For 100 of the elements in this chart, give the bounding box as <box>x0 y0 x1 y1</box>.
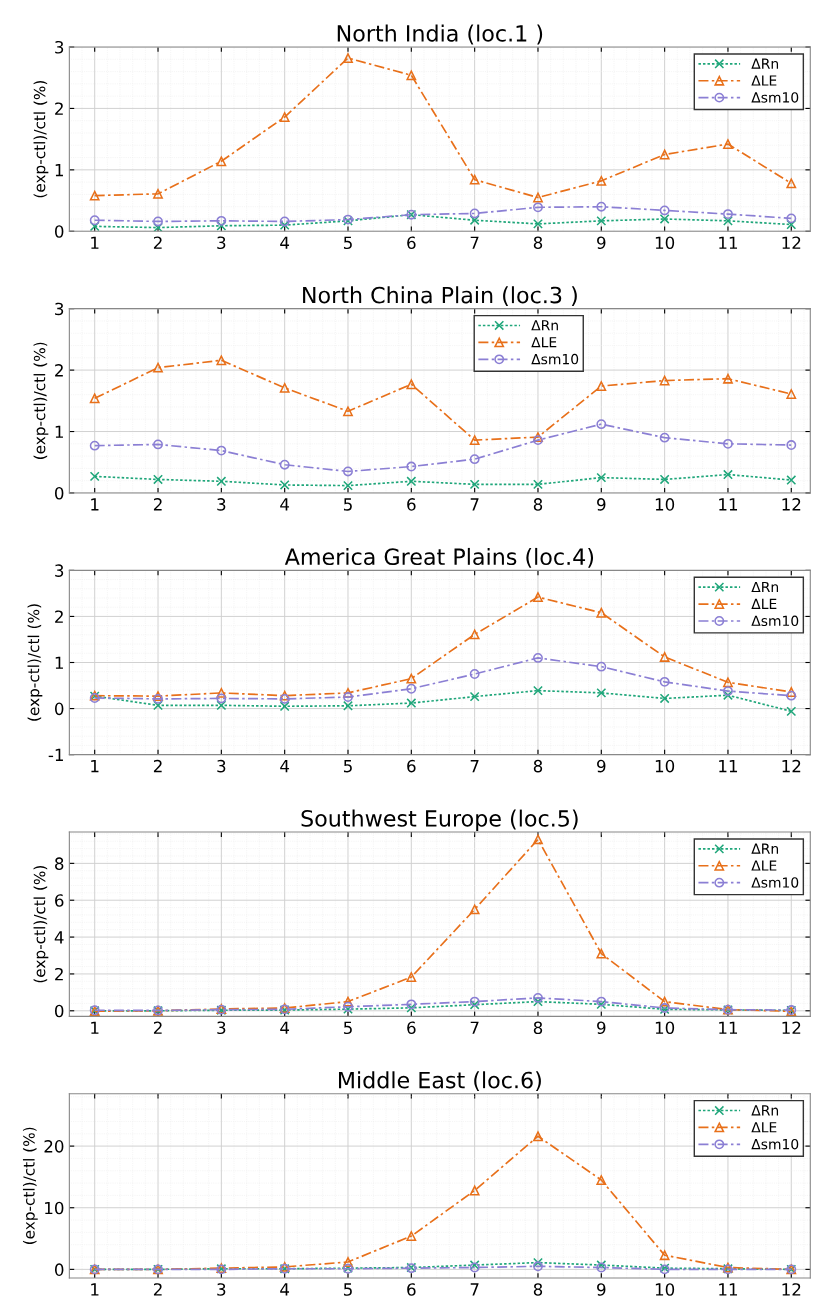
point <box>596 472 607 483</box>
x-tick-label: 9 <box>597 759 606 773</box>
point <box>659 693 670 704</box>
x-tick-label: 3 <box>217 759 226 773</box>
point <box>279 216 290 227</box>
x-tick-label: 2 <box>153 498 162 511</box>
point <box>469 691 480 702</box>
point <box>343 692 353 702</box>
point <box>533 1261 543 1272</box>
point <box>153 474 163 485</box>
point <box>469 629 480 640</box>
y-tick-label: 8 <box>55 857 64 870</box>
point <box>659 1250 670 1261</box>
x-tick-label: 11 <box>719 498 738 511</box>
x-tick-label: 2 <box>153 759 162 773</box>
point <box>216 687 227 698</box>
point <box>406 70 417 81</box>
point <box>723 469 733 480</box>
point <box>723 686 733 696</box>
legend-label: Δsm10 <box>531 353 579 365</box>
point <box>533 1257 543 1268</box>
x-tick-label: 4 <box>280 760 290 773</box>
point <box>723 215 733 226</box>
y-tick-label: 2 <box>55 610 63 623</box>
point <box>216 693 227 704</box>
y-tick-label: 1 <box>55 425 63 438</box>
x-tick-label: 12 <box>782 759 801 773</box>
legend-label: ΔRn <box>751 1105 779 1116</box>
y-tick-label: 0 <box>54 1263 64 1276</box>
x-tick-label: 10 <box>655 236 675 250</box>
point <box>659 205 670 216</box>
y-tick-label: 4 <box>54 931 64 944</box>
point <box>659 375 670 386</box>
point <box>279 112 290 122</box>
x-tick-label: 6 <box>407 236 416 250</box>
point <box>343 996 353 1007</box>
point <box>659 474 670 485</box>
legend-label: ΔLE <box>751 1122 777 1133</box>
point <box>406 1231 417 1242</box>
x-tick-label: 5 <box>343 236 352 250</box>
y-tick-label: 2 <box>55 967 63 981</box>
point <box>533 479 543 490</box>
legend-label: ΔLE <box>751 75 777 86</box>
point <box>279 459 290 470</box>
x-tick-label: 2 <box>153 236 162 249</box>
point <box>659 676 670 687</box>
x-tick-label: 7 <box>470 236 479 249</box>
point <box>533 592 543 603</box>
x-tick-label: 6 <box>407 498 416 511</box>
legend-label: ΔRn <box>531 320 558 331</box>
y-tick-label: 0 <box>54 1004 64 1018</box>
point <box>786 389 797 399</box>
point <box>596 1175 607 1185</box>
y-tick-label: 0 <box>54 486 64 500</box>
x-tick-label: 8 <box>533 498 543 511</box>
point <box>469 435 480 446</box>
point <box>89 393 100 404</box>
point <box>406 683 417 694</box>
x-tick-label: 12 <box>782 236 801 249</box>
point <box>406 972 417 982</box>
legend-label: ΔRn <box>751 843 779 854</box>
x-tick-label: 9 <box>597 498 606 511</box>
point <box>596 175 607 186</box>
y-tick-label: 0 <box>54 225 64 238</box>
y-tick-label: 2 <box>55 102 63 115</box>
point <box>533 432 543 442</box>
x-tick-label: 3 <box>217 1283 226 1296</box>
point <box>659 996 670 1007</box>
point <box>723 373 733 384</box>
x-tick-label: 11 <box>719 1283 738 1296</box>
point <box>533 685 543 696</box>
y-tick-label: 1 <box>55 656 63 669</box>
point <box>469 208 480 219</box>
legend-label: ΔRn <box>751 58 779 69</box>
x-tick-label: 1 <box>91 1283 99 1296</box>
point <box>723 677 733 688</box>
point <box>89 471 100 482</box>
point <box>533 834 543 845</box>
point <box>596 201 607 212</box>
x-tick-label: 7 <box>470 760 479 773</box>
point <box>469 174 480 185</box>
point <box>596 687 607 698</box>
point <box>596 215 607 226</box>
y-tick-label: 3 <box>55 564 64 577</box>
point <box>659 432 670 443</box>
point <box>406 476 417 487</box>
point <box>723 139 733 149</box>
point <box>153 439 163 450</box>
point <box>343 480 353 491</box>
legend-label: ΔLE <box>751 860 777 871</box>
point <box>596 419 607 430</box>
y-tick-label: 6 <box>55 894 64 907</box>
point <box>343 1257 353 1267</box>
x-tick-label: 8 <box>533 1021 543 1035</box>
y-tick-label: 3 <box>55 302 64 316</box>
point <box>216 355 227 366</box>
point <box>659 149 670 160</box>
point <box>533 202 543 213</box>
x-tick-label: 12 <box>782 1283 801 1296</box>
x-tick-label: 1 <box>91 1021 99 1034</box>
